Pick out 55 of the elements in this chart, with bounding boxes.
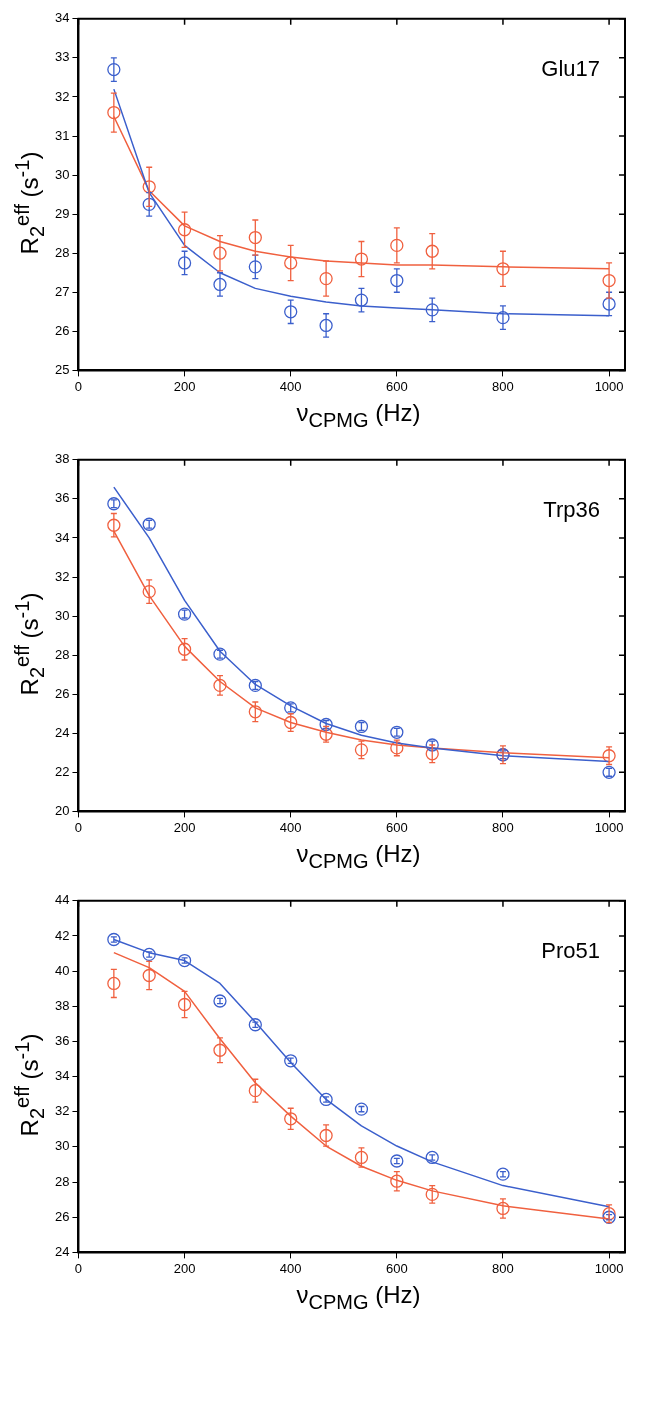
y-tick-label: 32: [54, 88, 70, 104]
y-tick-label: 33: [54, 49, 70, 65]
y-tick-label: 26: [54, 322, 70, 338]
x-tick-label: 200: [173, 378, 196, 394]
x-tick-label: 400: [279, 378, 302, 394]
y-tick-label: 31: [54, 127, 70, 143]
y-tick-label: 40: [54, 962, 70, 978]
y-tick-label: 26: [54, 685, 70, 701]
y-tick-label: 34: [54, 10, 70, 26]
y-tick-label: 44: [54, 891, 70, 907]
y-tick-label: 32: [54, 1102, 70, 1118]
x-tick-label: 400: [279, 1260, 302, 1276]
x-tick-label: 0: [74, 1260, 83, 1276]
y-tick-label: 24: [54, 724, 70, 740]
x-tick-label: 1000: [594, 1260, 624, 1276]
x-tick-label: 600: [385, 819, 408, 835]
x-tick-label: 800: [492, 378, 514, 394]
y-tick-label: 38: [54, 451, 70, 467]
y-tick-label: 32: [54, 568, 70, 584]
y-tick-label: 38: [54, 997, 70, 1013]
y-tick-label: 34: [54, 1067, 70, 1083]
y-tick-label: 30: [54, 607, 70, 623]
annotation: Glu17: [541, 55, 600, 81]
x-tick-label: 1000: [594, 819, 624, 835]
x-tick-label: 800: [492, 1260, 514, 1276]
x-axis-title: ν$_{CPMG}$ (Hz): [295, 398, 422, 433]
annotation: Pro51: [541, 937, 600, 963]
y-tick-label: 25: [54, 361, 70, 377]
x-tick-label: 800: [492, 819, 514, 835]
y-tick-label: 20: [54, 802, 70, 818]
x-tick-label: 0: [74, 378, 83, 394]
x-axis-title: ν$_{CPMG}$ (Hz): [295, 1279, 422, 1315]
y-tick-label: 30: [54, 166, 70, 182]
x-tick-label: 600: [385, 378, 408, 394]
y-tick-label: 36: [54, 490, 70, 506]
y-tick-label: 30: [54, 1138, 70, 1154]
x-tick-label: 600: [385, 1260, 408, 1276]
x-tick-label: 1000: [594, 378, 624, 394]
x-axis-title: ν$_{CPMG}$ (Hz): [295, 838, 422, 874]
x-tick-label: 0: [74, 819, 83, 835]
y-tick-label: 27: [54, 283, 70, 299]
y-tick-label: 28: [54, 646, 70, 662]
y-tick-label: 24: [54, 1243, 70, 1259]
y-tick-label: 28: [54, 244, 70, 260]
x-tick-label: 400: [279, 819, 302, 835]
y-tick-label: 34: [54, 529, 70, 545]
y-tick-label: 36: [54, 1032, 70, 1048]
y-tick-label: 28: [54, 1173, 70, 1189]
annotation: Trp36: [543, 496, 600, 522]
y-tick-label: 26: [54, 1208, 70, 1224]
y-tick-label: 42: [54, 927, 70, 943]
y-tick-label: 22: [54, 763, 70, 779]
x-tick-label: 200: [173, 819, 196, 835]
y-tick-label: 29: [54, 205, 70, 221]
x-tick-label: 200: [173, 1260, 196, 1276]
